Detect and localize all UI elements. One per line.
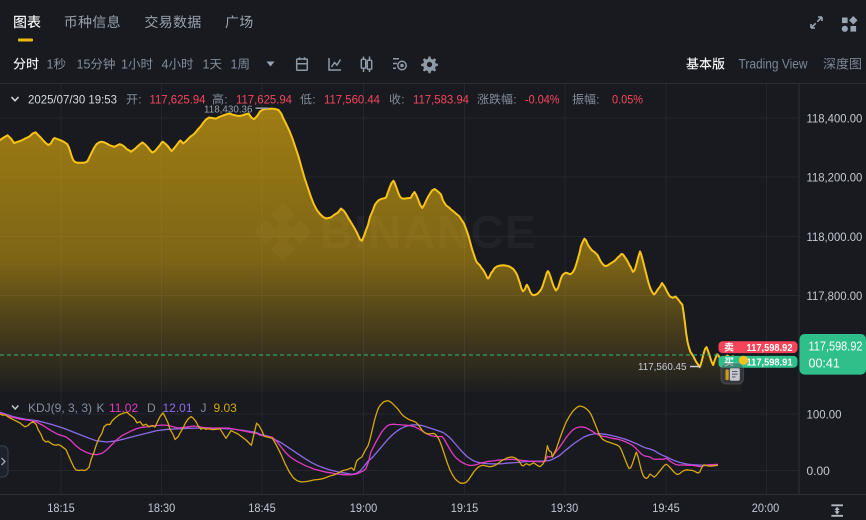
svg-text:1: 1	[47, 58, 54, 72]
svg-text:118,400.00: 118,400.00	[807, 112, 863, 126]
svg-text:11.02: 11.02	[109, 401, 138, 415]
svg-text::: :	[401, 93, 404, 107]
svg-text:12.01: 12.01	[163, 401, 193, 415]
svg-text:1: 1	[203, 58, 210, 72]
svg-text:1: 1	[121, 58, 128, 72]
svg-text:18:30: 18:30	[148, 501, 176, 515]
svg-text:117,560.44: 117,560.44	[324, 93, 380, 107]
svg-text:4: 4	[162, 58, 169, 72]
svg-text:19:15: 19:15	[451, 501, 479, 515]
svg-text:117,598.91: 117,598.91	[747, 357, 793, 368]
svg-text:2025/07/30 19:53: 2025/07/30 19:53	[28, 93, 117, 107]
svg-text::: :	[513, 93, 516, 107]
svg-text:1: 1	[231, 58, 238, 72]
svg-text:117,583.94: 117,583.94	[413, 93, 469, 107]
svg-text:19:45: 19:45	[652, 501, 680, 515]
svg-text::: :	[312, 93, 315, 107]
svg-text:D: D	[147, 401, 156, 415]
svg-text:100.00: 100.00	[807, 408, 842, 422]
svg-text:118,200.00: 118,200.00	[807, 171, 863, 185]
svg-text:117,625.94: 117,625.94	[236, 93, 292, 107]
svg-text:00:41: 00:41	[809, 357, 840, 371]
svg-text:117,800.00: 117,800.00	[807, 289, 863, 303]
svg-text:117,560.45: 117,560.45	[638, 361, 687, 373]
svg-text:19:00: 19:00	[350, 501, 378, 515]
svg-text:117,625.94: 117,625.94	[150, 93, 206, 107]
svg-text:K: K	[97, 401, 105, 415]
svg-text:-0.04%: -0.04%	[525, 93, 560, 107]
svg-text:0.00: 0.00	[807, 464, 831, 478]
svg-text:118,000.00: 118,000.00	[807, 230, 863, 244]
svg-text:18:15: 18:15	[47, 501, 75, 515]
svg-text:Trading View: Trading View	[739, 57, 808, 72]
svg-text:KDJ(9, 3, 3): KDJ(9, 3, 3)	[28, 401, 92, 415]
svg-text:117,598.92: 117,598.92	[747, 343, 793, 354]
svg-text::: :	[224, 93, 227, 107]
svg-text:20:00: 20:00	[752, 501, 780, 515]
svg-text:9.03: 9.03	[214, 401, 238, 415]
svg-text:0.05%: 0.05%	[612, 93, 643, 107]
svg-text:J: J	[201, 401, 207, 415]
svg-text:18:45: 18:45	[248, 501, 276, 515]
svg-text::: :	[138, 93, 141, 107]
svg-text:118,430.36: 118,430.36	[204, 104, 253, 116]
svg-text:117,598.92: 117,598.92	[809, 340, 863, 354]
svg-text::: :	[596, 93, 599, 107]
svg-text:19:30: 19:30	[551, 501, 579, 515]
svg-text:15: 15	[77, 58, 91, 72]
